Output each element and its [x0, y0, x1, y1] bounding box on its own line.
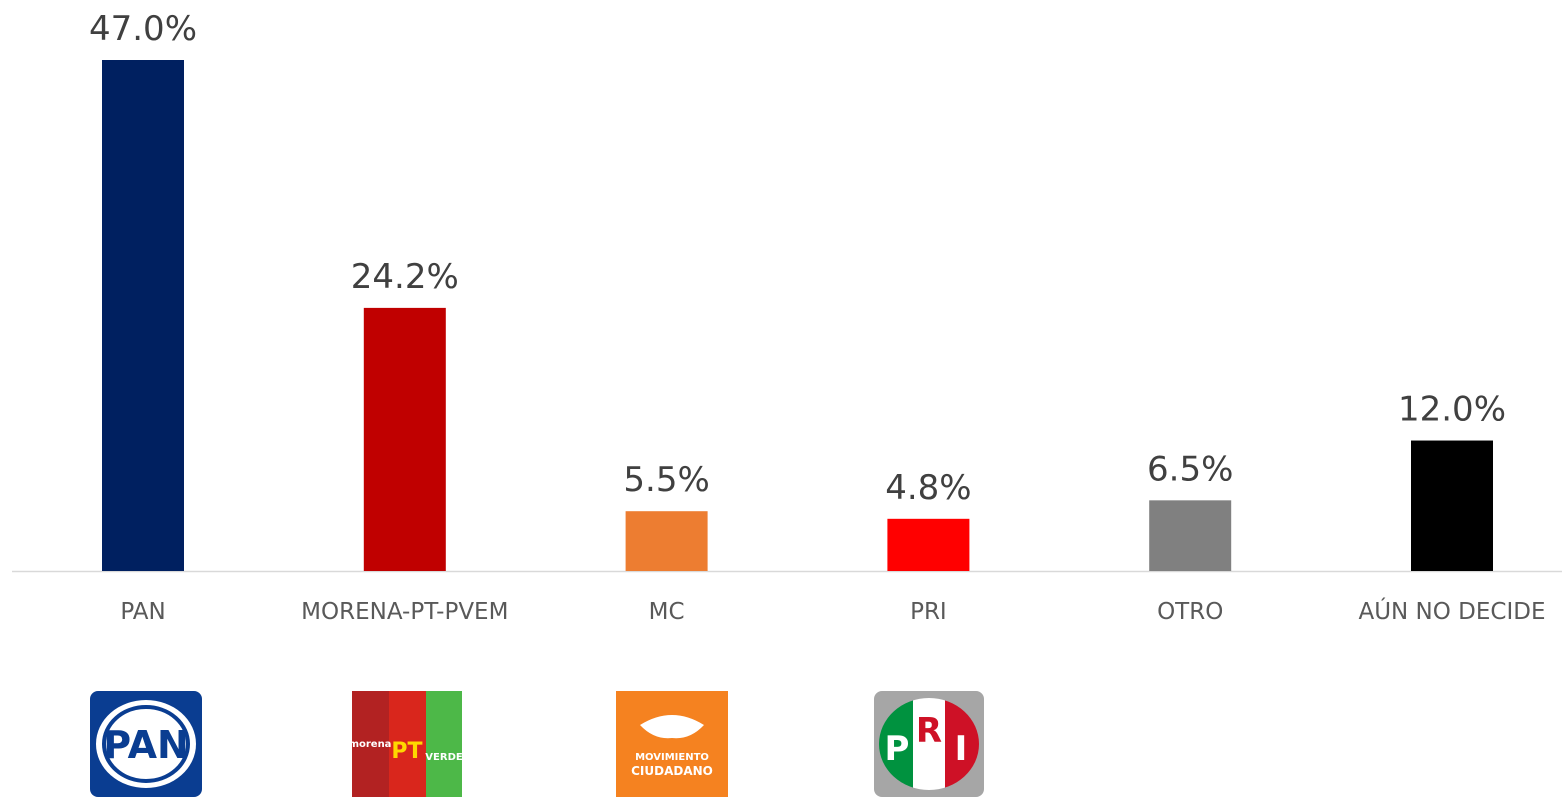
logo-text: morena: [349, 739, 392, 750]
logo-text: CIUDADANO: [631, 764, 713, 778]
bar: [363, 307, 446, 571]
x-tick-label: MC: [649, 599, 685, 625]
value-label: 5.5%: [623, 460, 709, 500]
bar: [887, 518, 970, 571]
x-tick-label: PRI: [910, 599, 947, 625]
logo-text: I: [955, 729, 968, 769]
value-label: 12.0%: [1398, 390, 1506, 430]
logo-text: VERDE: [425, 752, 463, 763]
logo-pri: P R I: [874, 691, 984, 797]
x-tick-label: OTRO: [1157, 599, 1223, 625]
bar: [625, 511, 708, 571]
x-tick-label: MORENA-PT-PVEM: [301, 599, 508, 625]
logo-text: MOVIMIENTO: [635, 752, 709, 763]
value-label: 4.8%: [885, 468, 971, 508]
logo-mc: MOVIMIENTO CIUDADANO: [616, 691, 728, 797]
logo-text: P: [885, 729, 910, 769]
x-tick-label: PAN: [120, 599, 165, 625]
logo-pan: PAN: [90, 691, 202, 797]
x-tick-label: AÚN NO DECIDE: [1358, 597, 1545, 625]
logo-morena: morena PT VERDE: [349, 691, 463, 797]
logo-text: R: [916, 711, 942, 751]
bar: [1411, 440, 1493, 571]
bar: [1149, 500, 1232, 571]
value-label: 47.0%: [89, 9, 197, 49]
logo-text: PAN: [103, 723, 189, 767]
logo-text: PT: [391, 739, 422, 764]
value-label: 24.2%: [351, 257, 459, 297]
value-label: 6.5%: [1147, 449, 1233, 489]
bar: [102, 60, 184, 571]
